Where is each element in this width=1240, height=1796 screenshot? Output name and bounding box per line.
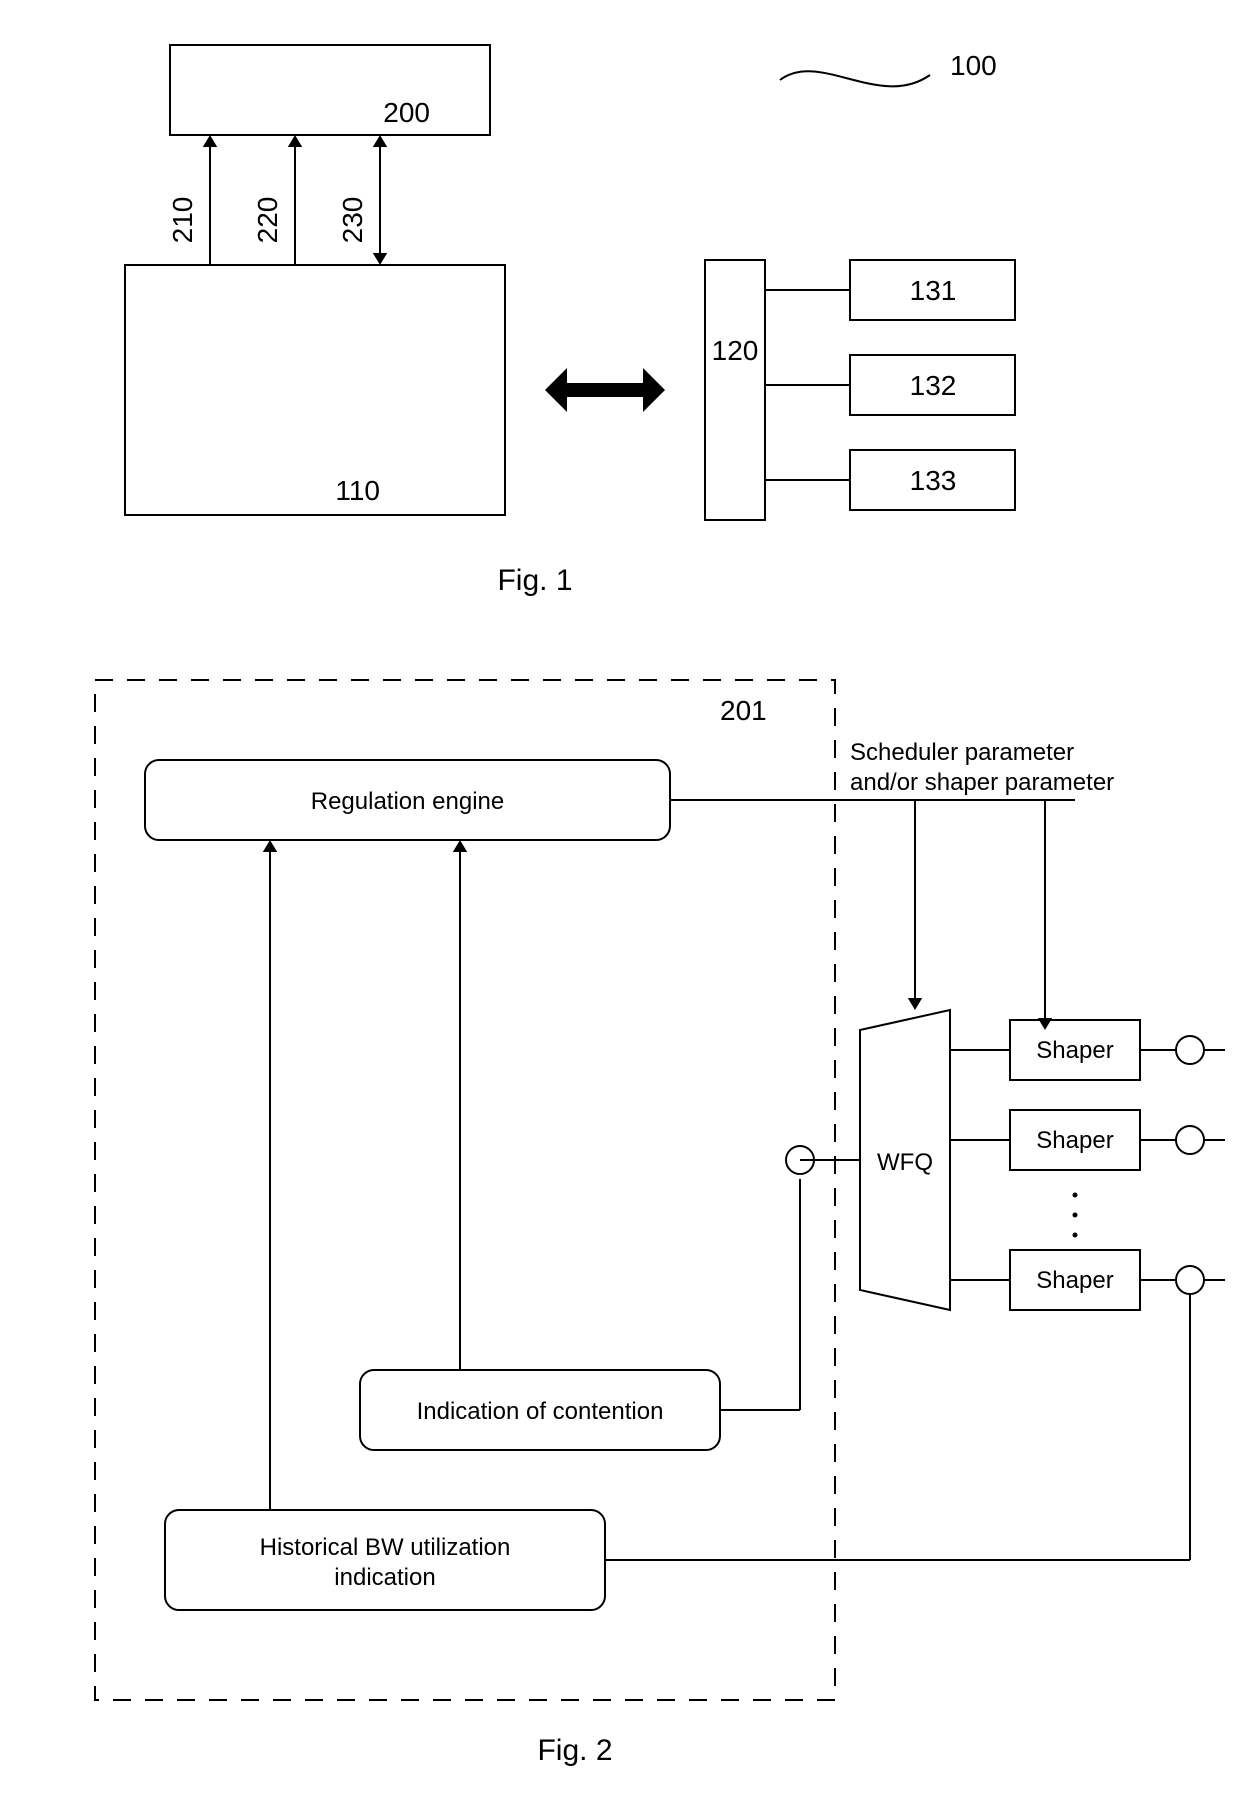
- label-b200: 200: [383, 97, 430, 128]
- box-b110: [125, 265, 505, 515]
- label-b133: 133: [910, 465, 957, 496]
- fig1-label-100: 100: [950, 50, 997, 81]
- svg-text:indication: indication: [334, 1564, 435, 1591]
- svg-text:Shaper: Shaper: [1036, 1267, 1113, 1294]
- label-b131: 131: [910, 275, 957, 306]
- arrow-label-a230: 230: [337, 197, 368, 244]
- svg-text:WFQ: WFQ: [877, 1149, 933, 1176]
- svg-text:Shaper: Shaper: [1036, 1037, 1113, 1064]
- arrow-label-a210: 210: [167, 197, 198, 244]
- param-label: and/or shaper parameter: [850, 769, 1114, 796]
- box-b200: [170, 45, 490, 135]
- label-b110: 110: [335, 475, 380, 506]
- svg-text:Regulation engine: Regulation engine: [311, 788, 505, 815]
- svg-text:Shaper: Shaper: [1036, 1127, 1113, 1154]
- param-label: Scheduler parameter: [850, 739, 1074, 766]
- fig1-caption: Fig. 1: [497, 564, 572, 597]
- fig2-caption: Fig. 2: [537, 1734, 612, 1767]
- svg-text:Indication of contention: Indication of contention: [417, 1398, 664, 1425]
- arrow-label-a220: 220: [252, 197, 283, 244]
- double-arrow: [545, 368, 665, 412]
- box-b120: [705, 260, 765, 520]
- label-b120: 120: [712, 335, 759, 366]
- label-b132: 132: [910, 370, 957, 401]
- svg-text:Historical BW utilization: Historical BW utilization: [260, 1534, 511, 1561]
- label-201: 201: [720, 695, 767, 726]
